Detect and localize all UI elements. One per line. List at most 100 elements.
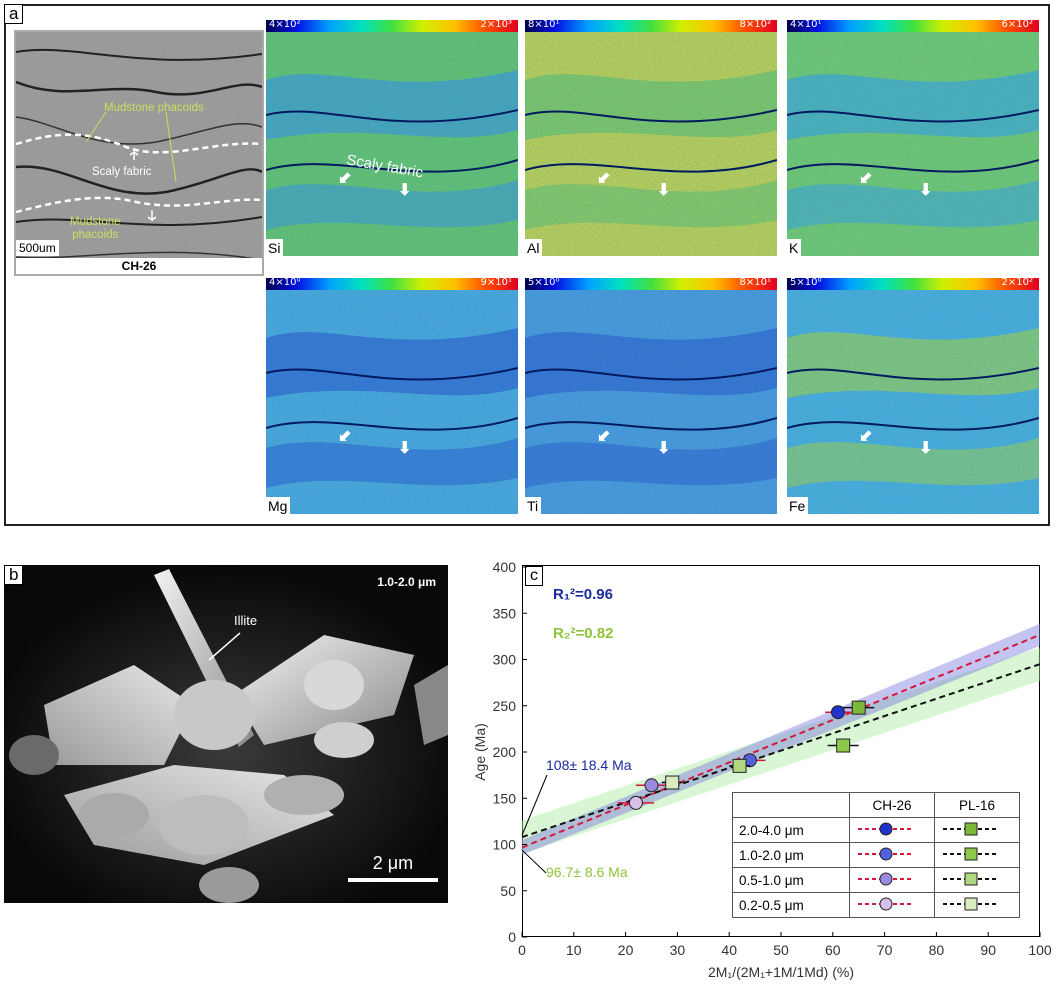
arrow-icon: ⬇ xyxy=(919,182,933,199)
panel-b-label: b xyxy=(4,565,24,585)
age-chart: 0 10 20 30 40 50 60 70 80 90 100 0 50 100 150 200 250 300… xyxy=(472,560,1052,980)
colorbar-min: 5×10⁰ xyxy=(528,278,560,288)
y-tick-label: 100 xyxy=(493,837,517,853)
sem-label-phacoids-bottom: Mudstone phacoids xyxy=(70,216,121,241)
legend-row-label: 0.5-1.0 μm xyxy=(732,867,850,893)
colorbar: 4×10⁰ 9×10¹ xyxy=(266,278,518,290)
legend-row-label: 1.0-2.0 μm xyxy=(732,842,850,868)
ch26-point xyxy=(628,795,643,810)
legend-col-ch26: CH-26 xyxy=(849,792,935,818)
pl16-point xyxy=(836,738,851,753)
element-label: Ti xyxy=(525,497,542,514)
element-map-mg: 4×10⁰ 9×10¹ Mg ⬋ ⬇ xyxy=(266,278,518,514)
scale-bar-label: 2 μm xyxy=(372,853,414,873)
legend-ch26-marker xyxy=(849,842,935,868)
element-map-si: 4×10² 2×10³ Si ⬋ ⬇ xyxy=(266,20,518,256)
y-tick-label: 400 xyxy=(493,560,517,575)
colorbar-min: 4×10¹ xyxy=(790,20,822,30)
colorbar-min: 8×10¹ xyxy=(528,20,560,30)
pl16-fit-line xyxy=(521,663,1041,839)
legend-ch26-marker xyxy=(849,817,935,843)
scale-bar xyxy=(348,878,438,882)
y-tick-label: 200 xyxy=(493,744,517,760)
y-tick-label: 50 xyxy=(500,883,516,899)
r2-label: R₂²=0.82 xyxy=(553,625,614,642)
sem-texture xyxy=(16,32,262,274)
intercept-2-pointer xyxy=(521,849,547,874)
arrow-icon: ⬇ xyxy=(398,182,412,199)
legend-pl16-marker xyxy=(934,817,1020,843)
y-tick-label: 250 xyxy=(493,698,517,714)
x-tick-label: 70 xyxy=(877,942,893,958)
x-tick-label: 20 xyxy=(618,942,634,958)
colorbar: 4×10¹ 6×10² xyxy=(787,20,1039,32)
y-tick-label: 150 xyxy=(493,790,517,806)
colorbar-min: 5×10⁰ xyxy=(790,278,822,288)
illite-crystals xyxy=(4,565,448,903)
r1-label: R₁²=0.96 xyxy=(553,586,613,603)
arrow-icon: ⬇ xyxy=(919,440,933,457)
legend-row-label: 0.2-0.5 μm xyxy=(732,892,850,918)
sem-label-phacoids-top: Mudstone phacoids xyxy=(104,102,204,114)
colorbar-max: 8×10¹ xyxy=(739,278,771,288)
arrow-icon: ⬋ xyxy=(597,170,611,187)
x-tick-label: 30 xyxy=(670,942,686,958)
chart-legend: CH-26 PL-16 2.0-4.0 μm 1.0-2.0 μm 0.5-1.0… xyxy=(732,792,1020,918)
element-label: K xyxy=(787,239,802,256)
panel-b-sem-image: b 1.0-2.0 μm Illite 2 μm xyxy=(4,565,448,903)
x-axis-label: 2M₁/(2M₁+1M/1Md) (%) xyxy=(708,964,854,980)
panel-a: a Mudstone phacoids Scaly fabric Mudston… xyxy=(4,4,1050,526)
colorbar: 4×10² 2×10³ xyxy=(266,20,518,32)
x-tick-label: 0 xyxy=(518,942,526,958)
arrow-icon: ⬋ xyxy=(338,428,352,445)
ch26-confidence-band xyxy=(522,623,1040,855)
ch26-point xyxy=(644,778,659,793)
intercept-1-pointer xyxy=(521,774,548,836)
colorbar-min: 4×10² xyxy=(269,20,301,30)
legend-ch26-marker xyxy=(849,867,935,893)
x-tick-label: 80 xyxy=(929,942,945,958)
panel-a-label: a xyxy=(4,4,24,24)
x-tick-label: 90 xyxy=(980,942,996,958)
element-map-ti: 5×10⁰ 8×10¹ Ti ⬋ ⬇ xyxy=(525,278,777,514)
sem-image: Mudstone phacoids Scaly fabric Mudstone … xyxy=(14,30,264,276)
illite-label: Illite xyxy=(234,613,258,628)
size-range-label: 1.0-2.0 μm xyxy=(377,575,436,589)
legend-col-pl16: PL-16 xyxy=(934,792,1020,818)
element-label: Fe xyxy=(787,497,809,514)
element-map-k: 4×10¹ 6×10² K ⬋ ⬇ xyxy=(787,20,1039,256)
arrow-icon: ⬋ xyxy=(859,170,873,187)
x-tick-label: 60 xyxy=(825,942,841,958)
element-map-al: 8×10¹ 8×10² Al ⬋ ⬇ xyxy=(525,20,777,256)
y-tick-label: 0 xyxy=(508,929,516,945)
arrow-icon: ⬋ xyxy=(597,428,611,445)
element-label: Mg xyxy=(266,497,291,514)
arrow-icon: ⬋ xyxy=(338,170,352,187)
sem-sample-label: CH-26 xyxy=(16,258,262,274)
colorbar: 5×10⁰ 8×10¹ xyxy=(525,278,777,290)
sem-scale-label: 500um xyxy=(16,240,59,256)
legend-pl16-marker xyxy=(934,892,1020,918)
arrow-icon: ⬇ xyxy=(657,440,671,457)
sem-label-scaly: Scaly fabric xyxy=(92,166,152,178)
element-map-fe: 5×10⁰ 2×10² Fe ⬋ ⬇ xyxy=(787,278,1039,514)
arrow-icon: ⬇ xyxy=(398,440,412,457)
y-axis-label: Age (Ma) xyxy=(472,723,488,781)
element-label: Al xyxy=(525,239,543,256)
intercept-2-label: 96.7± 8.6 Ma xyxy=(546,864,628,880)
ch26-point xyxy=(830,705,845,720)
pl16-point xyxy=(851,700,866,715)
panel-c-label: c xyxy=(525,566,543,586)
ch26-fit-line xyxy=(521,633,1041,849)
colorbar: 8×10¹ 8×10² xyxy=(525,20,777,32)
colorbar-max: 2×10² xyxy=(1001,278,1033,288)
element-label: Si xyxy=(266,239,284,256)
intercept-1-label: 108± 18.4 Ma xyxy=(546,757,632,773)
colorbar-max: 9×10¹ xyxy=(480,278,512,288)
colorbar-min: 4×10⁰ xyxy=(269,278,301,288)
colorbar-max: 8×10² xyxy=(739,20,771,30)
x-tick-label: 100 xyxy=(1028,942,1052,958)
legend-row-label: 2.0-4.0 μm xyxy=(732,817,850,843)
pl16-point xyxy=(732,758,747,773)
y-tick-label: 300 xyxy=(493,652,517,668)
